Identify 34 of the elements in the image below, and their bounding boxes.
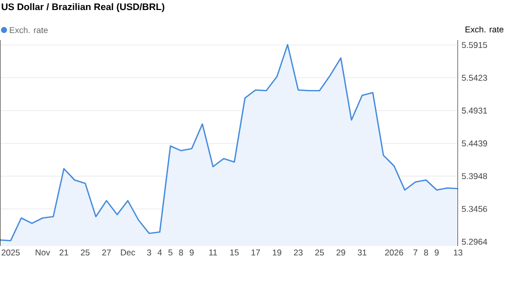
legend-label: Exch. rate bbox=[10, 26, 48, 34]
y-axis-title: Exch. rate bbox=[466, 26, 504, 32]
x-tick-label: 17 bbox=[252, 250, 260, 256]
y-tick-label: 5.4931 bbox=[462, 108, 488, 114]
y-tick-label: 5.5915 bbox=[462, 42, 488, 48]
x-tick-label: 4 bbox=[158, 250, 162, 256]
x-tick-label: Dec bbox=[120, 250, 136, 256]
x-tick-label: 13 bbox=[454, 250, 462, 256]
y-tick-label: 5.3456 bbox=[462, 206, 488, 212]
x-tick-label: Nov bbox=[36, 250, 50, 256]
chart-title: US Dollar / Brazilian Real (USD/BRL) bbox=[2, 3, 164, 12]
x-tick-label: 8 bbox=[424, 250, 428, 256]
x-tick-label: 2025 bbox=[2, 250, 20, 256]
x-tick-label: 11 bbox=[209, 250, 218, 256]
x-tick-label: 2026 bbox=[385, 250, 404, 256]
x-tick-label: 31 bbox=[358, 250, 366, 256]
x-tick-label: 25 bbox=[315, 250, 324, 256]
x-tick-label: 3 bbox=[147, 250, 152, 256]
y-tick-label: 5.2964 bbox=[462, 238, 488, 245]
y-tick-label: 5.5423 bbox=[462, 74, 488, 81]
x-tick-label: 29 bbox=[336, 250, 346, 256]
x-tick-label: 5 bbox=[168, 250, 172, 256]
x-tick-label: 15 bbox=[230, 250, 239, 256]
y-tick-label: 5.4439 bbox=[462, 140, 488, 146]
x-tick-label: 9 bbox=[434, 250, 439, 256]
y-tick-label: 5.3948 bbox=[462, 173, 488, 180]
x-tick-label: 19 bbox=[272, 250, 282, 256]
x-tick-label: 9 bbox=[190, 250, 194, 256]
x-tick-label: 23 bbox=[294, 250, 303, 256]
x-tick-label: 8 bbox=[179, 250, 184, 256]
x-tick-label: 7 bbox=[413, 250, 418, 256]
x-tick-label: 21 bbox=[60, 250, 68, 256]
x-tick-label: 27 bbox=[102, 250, 111, 256]
x-tick-label: 25 bbox=[80, 250, 90, 256]
